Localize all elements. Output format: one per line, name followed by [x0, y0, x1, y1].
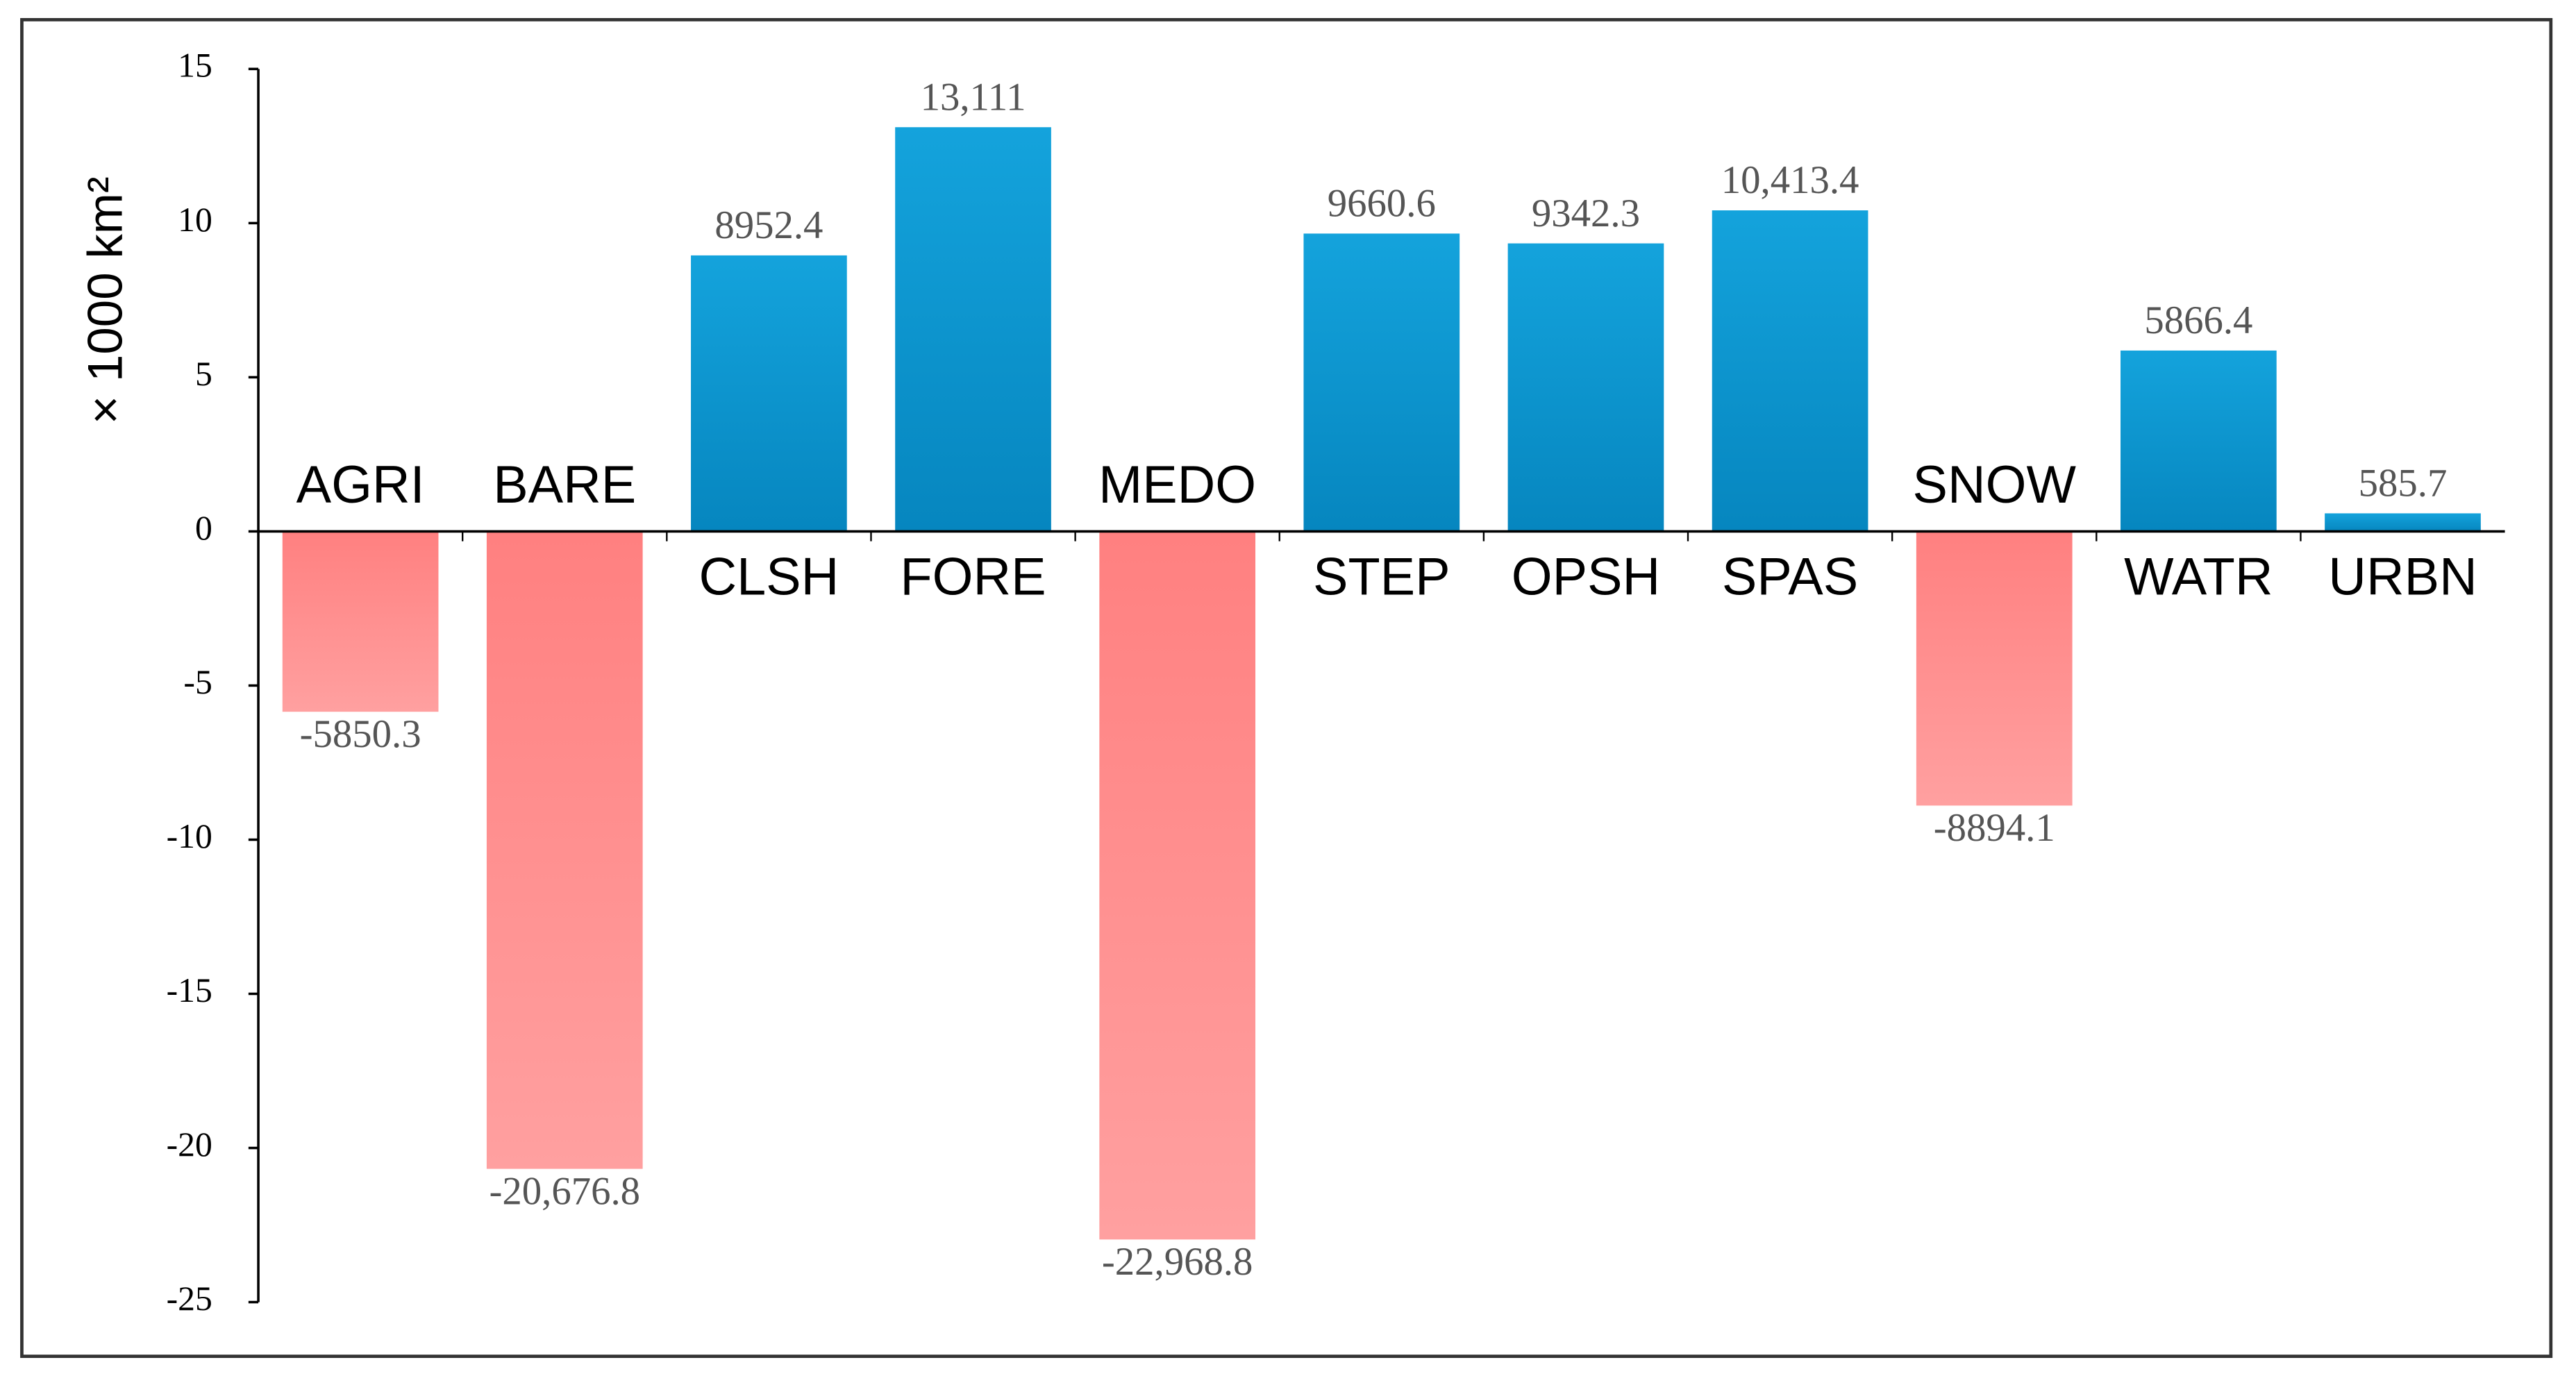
x-tick-label: MEDO [1098, 455, 1256, 514]
y-axis-label: × 1000 km² [78, 176, 133, 424]
x-tick-label: BARE [493, 455, 636, 514]
y-tick-label: 10 [178, 201, 212, 239]
value-label: 9342.3 [1532, 192, 1640, 235]
value-label: -20,676.8 [489, 1169, 640, 1213]
x-tick-label: SNOW [1913, 455, 2077, 514]
y-tick-label: -20 [167, 1125, 212, 1164]
value-label: 10,413.4 [1721, 158, 1859, 202]
frame [20, 18, 2553, 1358]
y-tick-label: -25 [167, 1279, 212, 1318]
value-label: -8894.1 [1934, 806, 2055, 850]
y-tick-label: -5 [183, 663, 212, 701]
bar [1712, 210, 1868, 532]
y-tick-label: 0 [195, 509, 212, 547]
bar [1099, 531, 1256, 1240]
y-tick-label: 5 [195, 355, 212, 393]
bar [282, 531, 439, 712]
value-label: 9660.6 [1328, 182, 1436, 226]
y-tick-label: -15 [167, 971, 212, 1009]
bar [895, 127, 1051, 532]
x-tick-label: AGRI [296, 455, 425, 514]
x-tick-label: WATR [2124, 547, 2273, 606]
y-tick-label: -10 [167, 817, 212, 855]
bar [2121, 350, 2277, 532]
bar [2325, 513, 2481, 532]
bar [486, 531, 643, 1169]
value-label: 13,111 [921, 75, 1026, 119]
value-label: -22,968.8 [1102, 1240, 1253, 1284]
value-label: 5866.4 [2144, 299, 2252, 342]
value-label: 585.7 [2359, 462, 2448, 505]
bar [1303, 233, 1460, 532]
x-tick-label: CLSH [699, 547, 839, 606]
x-tick-label: STEP [1313, 547, 1450, 606]
x-tick-label: FORE [900, 547, 1046, 606]
x-tick-label: OPSH [1512, 547, 1660, 606]
bar [1507, 243, 1664, 532]
bar [691, 255, 847, 532]
value-label: -5850.3 [300, 712, 421, 756]
x-tick-label: URBN [2328, 547, 2477, 606]
y-tick-label: 15 [178, 47, 212, 85]
bar [1916, 531, 2073, 806]
x-tick-label: SPAS [1722, 547, 1858, 606]
value-label: 8952.4 [714, 203, 823, 247]
